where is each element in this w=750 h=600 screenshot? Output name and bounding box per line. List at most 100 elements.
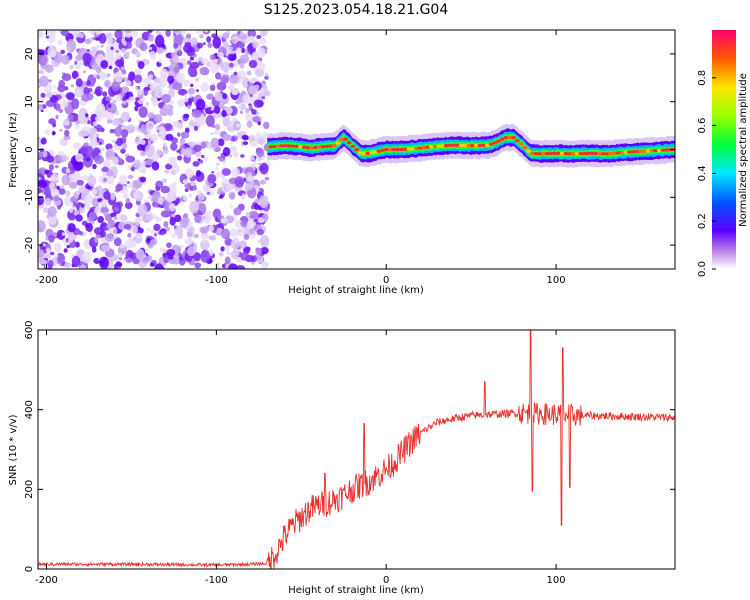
noise-speckle bbox=[189, 200, 200, 214]
snr-y-tick-label: 400 bbox=[24, 400, 35, 419]
noise-speckle bbox=[250, 31, 256, 35]
noise-speckle bbox=[67, 223, 76, 233]
noise-speckle bbox=[136, 143, 145, 151]
colorbar-ticks: 0.0 0.2 0.4 0.6 0.8 bbox=[697, 70, 716, 277]
noise-speckle bbox=[159, 107, 169, 117]
ridge-peak bbox=[395, 147, 401, 152]
noise-speckle bbox=[237, 104, 242, 110]
ridge-peak bbox=[473, 143, 479, 148]
ridge-peak bbox=[582, 151, 588, 156]
noise-speckle bbox=[40, 137, 47, 145]
noise-speckle bbox=[177, 98, 185, 108]
colorbar-tick-label: 0.4 bbox=[697, 165, 708, 181]
ridge-peak bbox=[436, 144, 442, 148]
noise-speckle bbox=[136, 89, 144, 95]
noise-speckle bbox=[242, 94, 251, 105]
noise-speckle bbox=[172, 30, 182, 35]
noise-speckle bbox=[240, 154, 245, 158]
noise-speckle bbox=[64, 196, 73, 207]
noise-speckle bbox=[71, 70, 79, 80]
noise-speckle bbox=[101, 166, 109, 173]
noise-speckle bbox=[180, 131, 190, 139]
noise-speckle bbox=[91, 197, 99, 207]
noise-speckle bbox=[76, 190, 81, 195]
spectrogram-y-tick-label: -10 bbox=[24, 189, 35, 205]
snr-x-tick-label: 100 bbox=[547, 575, 566, 586]
noise-speckle bbox=[121, 128, 129, 138]
noise-speckle bbox=[91, 246, 97, 253]
noise-speckle bbox=[112, 229, 118, 234]
ridge-peak bbox=[462, 143, 468, 148]
noise-speckle bbox=[210, 137, 219, 149]
noise-speckle bbox=[40, 195, 44, 201]
noise-speckle bbox=[84, 194, 94, 205]
ridge-peak bbox=[410, 147, 416, 151]
noise-speckle bbox=[100, 148, 105, 151]
noise-speckle bbox=[187, 141, 192, 146]
noise-speckle bbox=[228, 46, 234, 51]
ridge-peak bbox=[447, 143, 453, 148]
noise-speckle bbox=[156, 183, 163, 188]
noise-speckle bbox=[109, 209, 113, 213]
noise-speckle bbox=[127, 183, 134, 189]
noise-speckle bbox=[87, 127, 98, 135]
ridge-peak bbox=[301, 145, 307, 149]
noise-speckle bbox=[210, 132, 214, 135]
ridge-peak bbox=[298, 144, 304, 149]
noise-speckle bbox=[168, 71, 175, 78]
noise-speckle bbox=[194, 262, 201, 269]
noise-speckle bbox=[168, 88, 175, 98]
noise-speckle bbox=[229, 204, 234, 209]
noise-speckle bbox=[167, 84, 174, 90]
noise-speckle bbox=[182, 179, 189, 184]
noise-speckle bbox=[59, 128, 63, 132]
noise-speckle bbox=[231, 39, 236, 44]
noise-speckle bbox=[145, 248, 149, 252]
noise-speckle bbox=[147, 74, 154, 82]
noise-speckle bbox=[135, 97, 140, 101]
noise-speckle bbox=[147, 30, 153, 33]
noise-speckle bbox=[184, 41, 192, 48]
ridge-peak bbox=[615, 151, 621, 155]
noise-speckle bbox=[145, 143, 156, 158]
noise-speckle bbox=[140, 150, 147, 157]
noise-speckle bbox=[154, 86, 164, 99]
noise-speckle bbox=[233, 207, 242, 216]
ridge-peak bbox=[313, 145, 318, 150]
noise-speckle bbox=[125, 30, 132, 34]
noise-speckle bbox=[245, 108, 250, 113]
noise-speckle bbox=[175, 72, 186, 84]
noise-speckle bbox=[56, 39, 63, 46]
noise-speckle bbox=[100, 244, 111, 252]
noise-speckle bbox=[202, 42, 206, 46]
noise-speckle bbox=[108, 256, 116, 262]
ridge-peak bbox=[529, 151, 535, 156]
ridge-peak bbox=[638, 149, 644, 154]
noise-speckle bbox=[81, 93, 91, 102]
noise-speckle bbox=[231, 89, 239, 96]
noise-speckle bbox=[127, 232, 132, 238]
ridge-peak bbox=[421, 146, 427, 150]
noise-speckle bbox=[216, 162, 220, 166]
ridge-peak bbox=[600, 152, 606, 156]
spectrogram-x-tick-label: -200 bbox=[35, 275, 58, 286]
noise-speckle bbox=[108, 65, 113, 70]
noise-speckle bbox=[120, 47, 127, 54]
noise-speckle bbox=[168, 202, 176, 212]
ridge-peak bbox=[522, 145, 528, 150]
noise-speckle bbox=[103, 211, 107, 217]
noise-speckle bbox=[57, 84, 66, 93]
noise-speckle bbox=[258, 162, 262, 166]
noise-speckle bbox=[152, 97, 158, 107]
noise-speckle bbox=[200, 82, 209, 93]
noise-speckle bbox=[64, 262, 71, 268]
noise-speckle bbox=[73, 210, 79, 216]
noise-speckle bbox=[239, 110, 243, 114]
noise-speckle bbox=[113, 234, 117, 239]
noise-speckle bbox=[87, 120, 91, 125]
noise-speckle bbox=[216, 81, 227, 91]
ridge-peak bbox=[645, 149, 651, 153]
noise-speckle bbox=[55, 114, 59, 120]
noise-speckle bbox=[194, 214, 202, 223]
noise-speckle bbox=[239, 103, 246, 111]
